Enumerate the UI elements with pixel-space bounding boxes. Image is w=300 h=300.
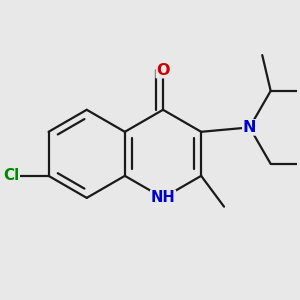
Text: Cl: Cl <box>3 168 19 183</box>
Text: O: O <box>156 63 170 78</box>
Text: NH: NH <box>151 190 175 206</box>
Text: N: N <box>243 120 256 135</box>
